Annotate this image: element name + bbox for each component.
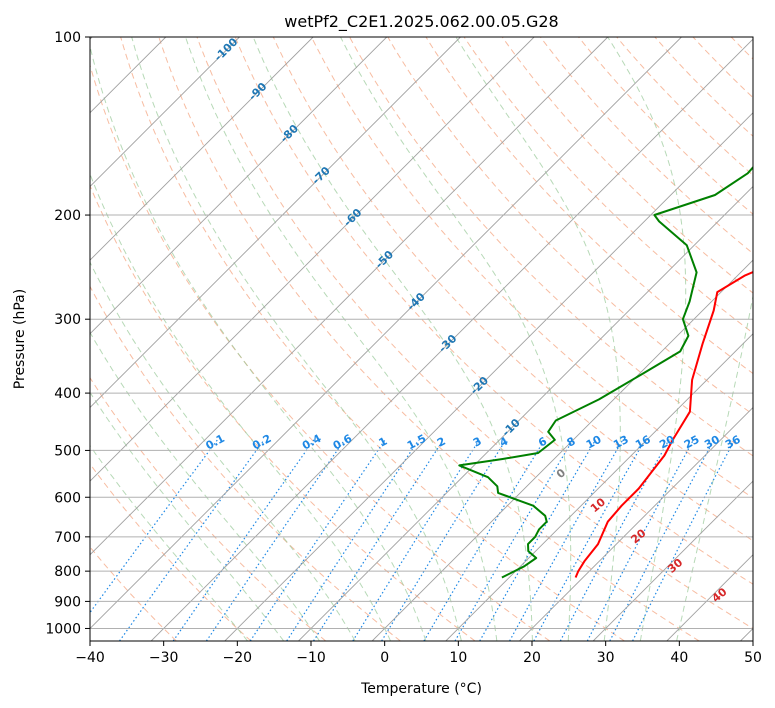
x-tick-label: 10	[449, 650, 467, 666]
mixing-ratio-line	[632, 439, 736, 641]
y-tick-label: 600	[54, 490, 81, 506]
temperature-profile-line	[574, 270, 753, 578]
mixing-ratio-label: 10	[584, 433, 604, 452]
plot-background	[90, 37, 753, 641]
mixing-ratio-line	[172, 439, 315, 641]
axes: −40 −30 −20 −10 0 10 20 30 40 50 100 200 300 400 500 60…	[45, 30, 762, 666]
x-tick-label: 40	[670, 650, 688, 666]
y-axis-label: Pressure (hPa)	[12, 289, 28, 389]
y-tick-label: 500	[54, 443, 81, 459]
y-tick-label: 200	[54, 208, 81, 224]
mixing-ratio-line	[423, 439, 546, 641]
isotherm-line	[90, 37, 535, 482]
y-tick-label: 700	[54, 530, 81, 546]
x-tick-label: −40	[75, 650, 105, 666]
y-tick-label: 900	[54, 594, 81, 610]
x-tick-label: −10	[296, 650, 326, 666]
isotherm-line	[519, 406, 753, 641]
isotherm-line	[371, 259, 753, 641]
moist-adiabat	[90, 172, 392, 641]
isotherm-line	[90, 37, 240, 188]
y-tick-label: 800	[54, 564, 81, 580]
background-lines	[90, 37, 775, 641]
plot-frame	[89, 36, 754, 642]
x-tick-label: 30	[597, 650, 615, 666]
y-tick-label: 100	[54, 30, 81, 46]
mixing-ratio-label: 25	[682, 433, 702, 452]
moist-adiabat	[90, 261, 356, 641]
isotherm-line	[90, 37, 388, 335]
dry-adiabat	[616, 37, 753, 176]
mixing-ratio-line	[286, 439, 420, 641]
moist-adiabat	[90, 331, 320, 641]
moist-adiabat	[340, 37, 572, 641]
mixing-ratio-line	[352, 439, 480, 641]
x-tick-label: 20	[523, 650, 541, 666]
y-tick-label: 400	[54, 386, 81, 402]
isotherm-line	[445, 333, 753, 641]
dry-adiabat	[769, 37, 775, 641]
dry-adiabat	[272, 37, 753, 542]
x-axis-label: Temperature (°C)	[360, 681, 482, 697]
mixing-ratio-label: 20	[657, 433, 677, 452]
mixing-ratio-line	[205, 439, 346, 641]
dry-adiabat	[349, 37, 753, 457]
isotherm-line	[90, 37, 314, 261]
isotherm-line	[90, 37, 461, 409]
moist-adiabat	[90, 444, 248, 641]
moist-adiabat	[131, 37, 462, 641]
dry-adiabat	[425, 37, 753, 375]
dry-adiabat	[90, 463, 252, 641]
x-tick-label: 0	[380, 650, 389, 666]
isotherm-line	[90, 37, 609, 556]
mixing-ratio-label: 36	[723, 433, 743, 452]
chart-title: wetPf2_C2E1.2025.062.00.05.G28	[284, 12, 558, 32]
dry-adiabat	[120, 37, 625, 641]
isotherm-line	[298, 185, 753, 641]
mixing-ratio-label: 30	[702, 433, 722, 452]
isotherm-line	[150, 38, 753, 641]
moist-adiabat	[607, 37, 687, 641]
x-tick-label: −20	[223, 650, 253, 666]
x-tick-label: −30	[149, 650, 179, 666]
dry-adiabat	[539, 37, 753, 255]
dry-adiabat	[90, 285, 401, 641]
y-tick-label: 1000	[45, 621, 81, 637]
moist-adiabat	[90, 391, 285, 641]
mixing-ratio-line	[90, 439, 218, 614]
dry-adiabat	[90, 63, 551, 641]
mixing-ratio-line	[312, 439, 444, 641]
mixing-ratio-line	[509, 439, 624, 641]
dry-adiabat	[158, 37, 700, 641]
moist-adiabat	[252, 37, 533, 641]
moist-adiabat	[90, 44, 427, 641]
series-layer	[458, 165, 753, 579]
mixing-ratio-label: 13	[611, 433, 631, 452]
mixing-ratio-line	[454, 439, 574, 641]
dry-adiabat	[90, 184, 476, 641]
mixing-ratio-line	[479, 439, 597, 641]
isotherm-line	[592, 480, 753, 641]
mixing-ratio-label: 16	[633, 433, 653, 452]
dewpoint-profile-line	[458, 165, 753, 579]
mixing-ratio-line	[533, 439, 646, 641]
moist-adiabat	[185, 37, 498, 641]
dry-adiabat	[234, 37, 753, 585]
isotherm-line	[224, 112, 753, 641]
mixing-ratio-line	[249, 439, 386, 641]
isotherm-line	[90, 37, 682, 630]
moist-adiabat	[676, 293, 753, 641]
dry-adiabat	[463, 37, 753, 334]
x-tick-label: 50	[744, 650, 762, 666]
dry-adiabat	[578, 37, 753, 215]
dry-adiabat	[387, 37, 753, 415]
y-tick-label: 300	[54, 312, 81, 328]
